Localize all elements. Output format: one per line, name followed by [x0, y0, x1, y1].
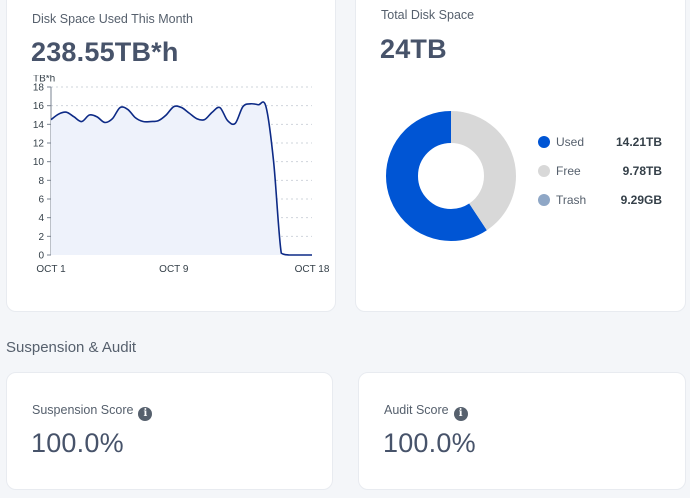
total-disk-title: Total Disk Space: [381, 8, 475, 22]
legend-dot-trash: [538, 194, 550, 206]
legend-dot-free: [538, 165, 550, 177]
y-tick-label: 16: [33, 101, 45, 112]
disk-used-title: Disk Space Used This Month: [32, 12, 193, 26]
disk-used-card: Disk Space Used This Month 238.55TB*h TB…: [6, 0, 336, 312]
x-tick-label: OCT 9: [159, 264, 189, 275]
audit-score-title-row: Audit Score i: [384, 403, 468, 421]
y-tick-label: 2: [38, 232, 44, 243]
y-tick-label: 6: [38, 195, 44, 206]
section-title-suspension-audit: Suspension & Audit: [6, 339, 137, 356]
donut-slice-free: [386, 111, 516, 241]
total-disk-value: 24TB: [380, 34, 447, 64]
disk-donut-chart: [386, 111, 516, 241]
y-tick-label: 8: [38, 176, 44, 187]
legend-item-used: Used 14.21TB: [538, 132, 668, 152]
y-axis-label: TB*h: [33, 75, 55, 84]
legend-label-trash: Trash: [556, 193, 587, 207]
audit-score-label: Audit Score: [384, 403, 449, 417]
total-disk-card: Total Disk Space 24TB Used 14.21TB Free …: [355, 0, 686, 312]
audit-score-card: Audit Score i 100.0%: [358, 372, 686, 490]
suspension-score-card: Suspension Score i 100.0%: [6, 372, 333, 490]
legend-item-free: Free 9.78TB: [538, 161, 668, 181]
disk-usage-area-chart: TB*h 0 2 4 6 8 10 12 14 16 18 OCT 1 OCT 9 OCT 18: [33, 75, 330, 275]
y-tick-label: 10: [33, 157, 45, 168]
legend-value-used: 14.21TB: [615, 135, 662, 149]
suspension-score-value: 100.0%: [31, 428, 124, 458]
audit-score-value: 100.0%: [383, 428, 476, 458]
legend-value-free: 9.78TB: [622, 164, 662, 178]
legend-label-free: Free: [556, 164, 581, 178]
legend-item-trash: Trash 9.29GB: [538, 190, 668, 210]
y-tick-label: 4: [38, 213, 44, 224]
y-tick-label: 18: [33, 83, 45, 94]
x-tick-label: OCT 1: [36, 264, 66, 275]
legend-dot-used: [538, 136, 550, 148]
x-tick-label: OCT 18: [295, 264, 330, 275]
area-fill: [51, 101, 312, 255]
y-tick-label: 12: [33, 139, 45, 150]
y-tick-label: 0: [38, 251, 44, 262]
y-tick-label: 14: [33, 120, 45, 131]
series-line: [50, 101, 312, 256]
info-icon[interactable]: i: [138, 407, 153, 421]
suspension-score-title-row: Suspension Score i: [32, 403, 153, 421]
disk-used-value: 238.55TB*h: [31, 37, 179, 67]
suspension-score-label: Suspension Score: [32, 403, 134, 417]
legend-label-used: Used: [556, 135, 585, 149]
info-icon[interactable]: i: [453, 407, 468, 421]
legend-value-trash: 9.29GB: [620, 193, 662, 207]
